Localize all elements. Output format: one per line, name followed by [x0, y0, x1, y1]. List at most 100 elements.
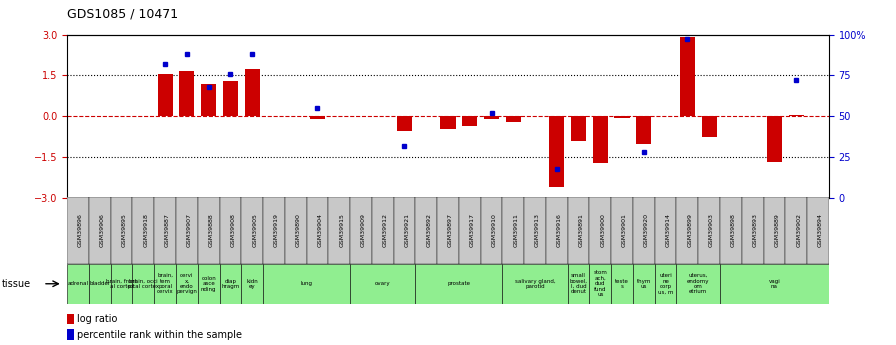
Bar [636, 117, 651, 144]
Bar [67, 329, 74, 340]
Bar [785, 197, 807, 264]
Text: GSM39898: GSM39898 [731, 213, 736, 247]
Bar [484, 117, 499, 119]
Bar [676, 264, 720, 304]
Text: cervi
x,
endo
pervign: cervi x, endo pervign [177, 273, 197, 294]
Text: GSM39894: GSM39894 [818, 213, 823, 247]
Bar [655, 197, 676, 264]
Bar [720, 264, 829, 304]
Text: brain, front
al cortex: brain, front al cortex [106, 278, 137, 289]
Bar [285, 197, 306, 264]
Bar [328, 197, 350, 264]
Text: GSM39915: GSM39915 [340, 213, 344, 247]
Bar [633, 264, 655, 304]
Text: brain,
tem
poral
cervix: brain, tem poral cervix [157, 273, 174, 294]
Text: uteri
ne
corp
us, m: uteri ne corp us, m [658, 273, 673, 294]
Bar [306, 197, 328, 264]
Bar [198, 197, 220, 264]
Text: GSM39919: GSM39919 [274, 213, 279, 247]
Bar [655, 264, 676, 304]
Bar [503, 264, 568, 304]
Bar [220, 197, 241, 264]
Bar [393, 197, 416, 264]
Bar [720, 197, 742, 264]
Bar [788, 115, 804, 117]
Text: GSM39905: GSM39905 [252, 213, 257, 247]
Text: bladder: bladder [90, 281, 110, 286]
Bar [198, 264, 220, 304]
Bar [154, 197, 176, 264]
Bar [571, 117, 586, 141]
Bar [462, 117, 478, 126]
Text: stom
ach,
dud
fund
us: stom ach, dud fund us [593, 270, 607, 297]
Bar [680, 37, 695, 117]
Bar [372, 197, 393, 264]
Bar [133, 197, 154, 264]
Text: GSM39916: GSM39916 [556, 213, 562, 247]
Text: GSM39906: GSM39906 [99, 213, 105, 247]
Text: GSM39900: GSM39900 [600, 213, 606, 247]
Text: GSM39908: GSM39908 [230, 213, 236, 247]
Bar [593, 117, 607, 163]
Bar [111, 264, 133, 304]
Text: GSM39901: GSM39901 [622, 213, 627, 247]
Text: GSM39895: GSM39895 [122, 213, 126, 247]
Text: GSM39914: GSM39914 [666, 213, 670, 247]
Text: GSM39920: GSM39920 [644, 213, 649, 247]
Bar [201, 84, 216, 117]
Text: percentile rank within the sample: percentile rank within the sample [77, 330, 242, 340]
Bar [158, 74, 173, 117]
Text: small
bowel,
I, dud
denut: small bowel, I, dud denut [570, 273, 588, 294]
Text: GSM39891: GSM39891 [579, 213, 583, 247]
Text: GSM39887: GSM39887 [165, 213, 170, 247]
Text: adrenal: adrenal [67, 281, 89, 286]
Text: kidn
ey: kidn ey [246, 278, 258, 289]
Text: colon
asce
nding: colon asce nding [201, 276, 217, 292]
Bar [176, 197, 198, 264]
Text: vagi
na: vagi na [769, 278, 780, 289]
Text: GSM39907: GSM39907 [187, 213, 192, 247]
Text: uterus,
endomy
om
etrium: uterus, endomy om etrium [687, 273, 710, 294]
Text: GSM39910: GSM39910 [492, 213, 496, 247]
Bar [763, 197, 785, 264]
Bar [263, 264, 350, 304]
Bar [702, 117, 717, 137]
Text: GSM39918: GSM39918 [143, 213, 149, 247]
Text: GSM39917: GSM39917 [470, 213, 475, 247]
Bar [590, 197, 611, 264]
Bar [89, 197, 111, 264]
Text: ovary: ovary [375, 281, 391, 286]
Bar [611, 264, 633, 304]
Text: GSM39899: GSM39899 [687, 213, 693, 247]
Bar [67, 197, 89, 264]
Text: GSM39889: GSM39889 [774, 213, 780, 247]
Bar [310, 117, 325, 119]
Text: GSM39902: GSM39902 [797, 213, 801, 247]
Bar [350, 264, 416, 304]
Text: GSM39897: GSM39897 [448, 213, 453, 247]
Text: brain, occi
pital cortex: brain, occi pital cortex [128, 278, 159, 289]
Bar [350, 197, 372, 264]
Text: GSM39892: GSM39892 [426, 213, 431, 247]
Text: GSM39896: GSM39896 [78, 213, 83, 247]
Text: teste
s: teste s [616, 278, 629, 289]
Text: diap
hragm: diap hragm [221, 278, 239, 289]
Bar [416, 197, 437, 264]
Bar [154, 264, 176, 304]
Bar [590, 264, 611, 304]
Bar [397, 117, 412, 131]
Bar [524, 197, 546, 264]
Bar [416, 264, 503, 304]
Bar [505, 117, 521, 122]
Text: GSM39909: GSM39909 [361, 213, 366, 247]
Bar [89, 264, 111, 304]
Text: thym
us: thym us [637, 278, 651, 289]
Bar [611, 197, 633, 264]
Bar [437, 197, 459, 264]
Bar [503, 197, 524, 264]
Text: GDS1085 / 10471: GDS1085 / 10471 [67, 8, 178, 21]
Bar [633, 197, 655, 264]
Bar [568, 264, 590, 304]
Bar [549, 117, 564, 187]
Text: log ratio: log ratio [77, 314, 117, 324]
